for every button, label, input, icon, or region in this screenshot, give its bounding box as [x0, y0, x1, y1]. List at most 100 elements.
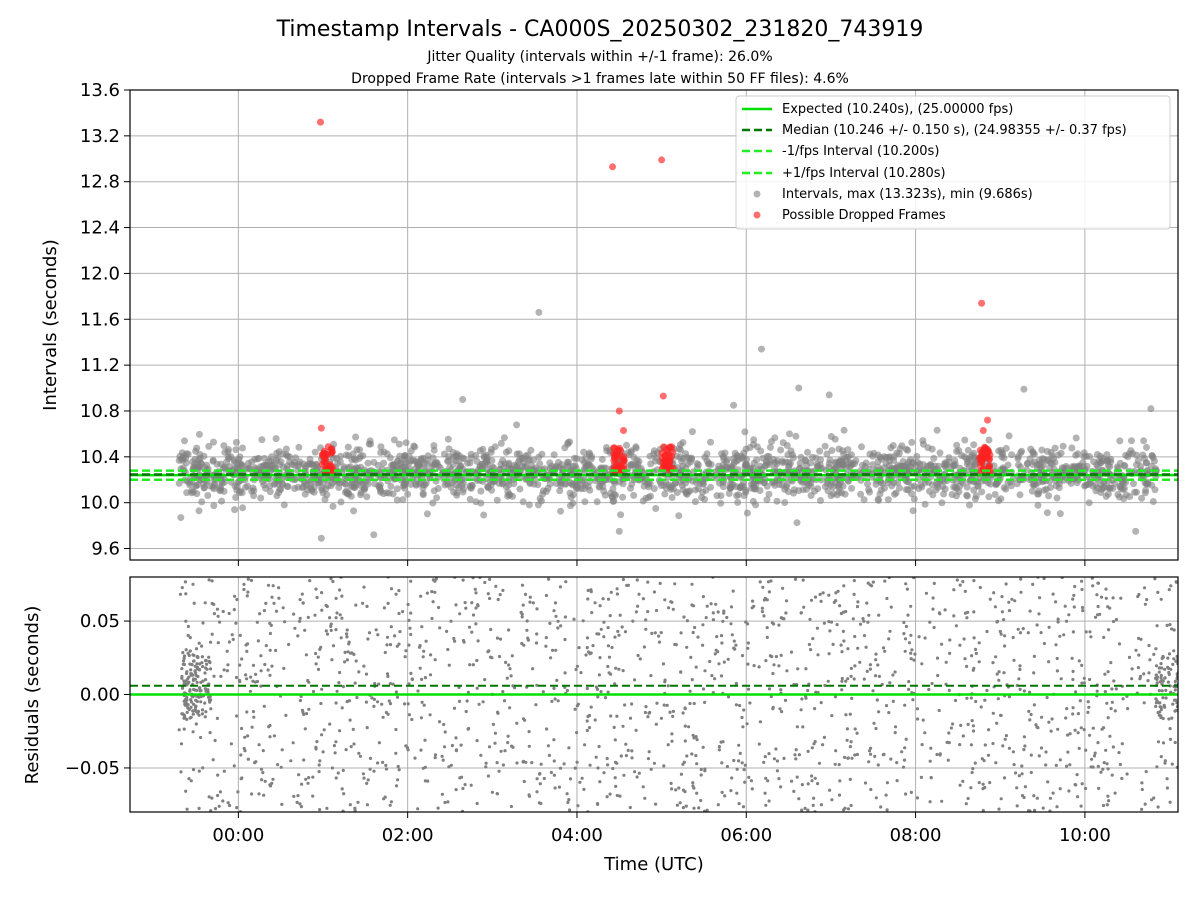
residual-point — [259, 654, 263, 658]
residual-point — [682, 615, 686, 619]
residual-point — [646, 757, 651, 761]
residual-point — [617, 667, 621, 671]
residual-point — [1106, 794, 1110, 798]
residual-point — [1143, 802, 1147, 806]
residual-point — [606, 626, 610, 630]
residual-point — [1126, 707, 1130, 711]
interval-point — [404, 490, 412, 498]
interval-point — [390, 436, 398, 444]
residual-point — [783, 698, 788, 703]
interval-outlier-point — [730, 401, 738, 409]
residual-point — [1139, 637, 1143, 641]
residual-edge-point — [206, 690, 210, 694]
residual-point — [216, 793, 220, 798]
residual-edge-point — [1158, 666, 1162, 670]
residual-edge-point — [196, 655, 200, 660]
residual-point — [1071, 597, 1075, 601]
interval-point — [763, 496, 771, 504]
interval-point — [466, 495, 474, 503]
residual-point — [1173, 679, 1177, 684]
residual-point — [337, 681, 341, 685]
residual-point — [874, 658, 878, 662]
interval-point — [617, 511, 625, 519]
interval-point — [272, 435, 280, 443]
residual-point — [397, 611, 401, 616]
residual-point — [463, 783, 467, 787]
interval-point — [964, 446, 972, 454]
residual-point — [259, 684, 263, 688]
residual-point — [1155, 624, 1159, 628]
interval-point — [804, 448, 811, 456]
residual-point — [520, 583, 525, 587]
residual-point — [855, 731, 859, 735]
residual-point — [277, 586, 281, 590]
residual-point — [211, 758, 215, 762]
residual-point — [330, 766, 334, 770]
residual-point — [681, 806, 686, 810]
residual-point — [928, 759, 932, 763]
residual-point — [296, 634, 300, 638]
interval-point — [848, 451, 855, 459]
residual-point — [1111, 596, 1115, 600]
interval-point — [972, 492, 980, 500]
residual-point — [573, 766, 577, 770]
residual-point — [971, 767, 975, 771]
residual-point — [188, 649, 192, 653]
residual-point — [552, 773, 557, 777]
residual-point — [969, 696, 973, 700]
residual-point — [848, 745, 853, 749]
residual-point — [216, 641, 220, 645]
residual-point — [699, 798, 703, 803]
residual-point — [1086, 700, 1090, 704]
residual-point — [703, 669, 707, 673]
interval-point — [531, 475, 539, 483]
residual-point — [298, 619, 302, 624]
interval-point — [1086, 453, 1093, 460]
residual-point — [797, 753, 802, 757]
residual-point — [394, 592, 398, 596]
residual-point — [970, 654, 974, 658]
interval-point — [781, 499, 789, 506]
residual-point — [685, 619, 690, 623]
residual-point — [813, 707, 817, 711]
residual-point — [971, 729, 976, 733]
interval-point — [627, 448, 635, 456]
interval-point — [844, 446, 852, 454]
interval-point — [623, 441, 630, 449]
residual-point — [1038, 596, 1042, 600]
residual-point — [947, 688, 951, 693]
residual-point — [848, 777, 852, 782]
residual-point — [1167, 588, 1171, 592]
residual-point — [732, 639, 736, 643]
residual-point — [471, 613, 476, 617]
xtick-label-4: 08:00 — [890, 825, 942, 846]
residual-point — [879, 805, 883, 809]
residual-point — [355, 695, 359, 700]
residual-point — [449, 763, 453, 767]
residual-edge-point — [185, 695, 189, 700]
residual-point — [904, 582, 908, 586]
interval-point — [786, 430, 793, 438]
residual-point — [1017, 774, 1021, 778]
interval-point — [1116, 437, 1124, 445]
residual-point — [1071, 630, 1075, 634]
residual-point — [605, 756, 609, 761]
residual-point — [767, 799, 771, 803]
residual-point — [353, 681, 357, 685]
residual-point — [450, 743, 454, 748]
residual-point — [501, 763, 505, 767]
residual-point — [809, 648, 813, 652]
residual-point — [384, 763, 388, 768]
residual-point — [745, 722, 749, 726]
residual-point — [253, 761, 257, 765]
interval-point — [337, 498, 345, 506]
residual-edge-point — [195, 665, 199, 669]
interval-point — [1142, 486, 1150, 494]
residual-edge-point — [200, 708, 205, 712]
interval-point — [363, 493, 371, 501]
residual-point — [1018, 664, 1022, 668]
dropped-frame-outlier-point — [658, 156, 666, 164]
residual-point — [521, 603, 525, 607]
residual-point — [1167, 652, 1172, 656]
residuals-plot: −0.050.000.05 00:00 02:00 04:00 06:00 08:00 1… — [22, 576, 1179, 875]
